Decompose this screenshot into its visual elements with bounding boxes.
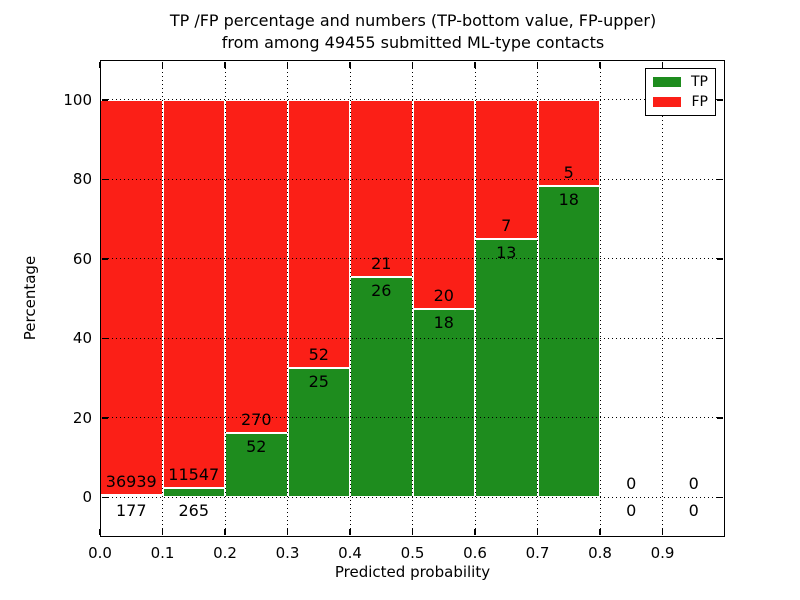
fp-count-label: 5 (563, 163, 574, 183)
x-tick-top (536, 61, 539, 68)
fp-legend-swatch (653, 97, 681, 107)
x-tick-top (224, 61, 226, 68)
fp-count-label: 36939 (105, 472, 157, 492)
tp-legend-swatch (653, 77, 681, 87)
y-tick-right (716, 417, 723, 419)
x-tick-label: 0.6 (463, 544, 487, 562)
fp-bar-segment (225, 99, 288, 434)
x-tick-bottom (224, 528, 226, 535)
x-axis-label: Predicted probability (334, 563, 491, 581)
x-tick-top (661, 61, 664, 68)
x-tick-bottom (286, 528, 289, 535)
fp-bar-segment (350, 99, 413, 278)
y-tick-right (716, 99, 723, 101)
y-tick-left (101, 258, 108, 260)
x-tick-label: 0.9 (650, 544, 675, 562)
fp-count-label: 52 (308, 345, 329, 365)
y-tick-right (716, 178, 723, 180)
y-tick-label: 100 (63, 90, 92, 109)
tp-count-label: 0 (626, 501, 637, 521)
x-tick-top (349, 61, 351, 68)
fp-count-label: 7 (501, 215, 512, 235)
fp-count-label: 0 (626, 474, 637, 494)
legend-item-fp: FP (653, 95, 708, 109)
tp-count-label: 52 (246, 437, 267, 457)
y-tick-right (716, 258, 723, 260)
tp-count-label: 265 (178, 501, 210, 521)
x-tick-bottom (474, 528, 476, 535)
y-tick-left (101, 417, 108, 419)
x-tick-label: 0.3 (275, 544, 300, 562)
legend: TP FP (645, 68, 716, 116)
tp-legend-label: TP (691, 74, 708, 90)
fp-count-label: 20 (433, 285, 454, 305)
tp-count-label: 13 (496, 242, 517, 262)
x-tick-bottom (161, 528, 164, 535)
x-tick-bottom (349, 528, 351, 535)
tp-count-label: 177 (115, 501, 147, 521)
x-tick-label: 0.4 (338, 544, 362, 562)
fp-legend-label: FP (691, 94, 709, 110)
fp-count-label: 11547 (168, 465, 220, 485)
chart-title-line2: from among 49455 submitted ML-type conta… (221, 33, 605, 52)
x-tick-top (411, 61, 414, 68)
x-tick-bottom (536, 528, 539, 535)
y-tick-label: 0 (82, 488, 92, 507)
fp-bar-segment (412, 99, 475, 309)
tp-count-label: 18 (558, 190, 579, 210)
tp-bar-segment (475, 238, 538, 498)
fp-bar-segment (475, 99, 538, 239)
chart-title-line1: TP /FP percentage and numbers (TP-bottom… (169, 11, 657, 30)
x-tick-top (99, 61, 101, 68)
tp-bar-segment (100, 495, 163, 498)
x-tick-bottom (99, 528, 101, 535)
fp-count-label: 270 (240, 410, 272, 430)
tp-count-label: 18 (433, 312, 454, 332)
y-axis-label: Percentage (21, 255, 39, 341)
y-tick-left (101, 496, 108, 498)
x-tick-label: 0.8 (588, 544, 612, 562)
legend-item-tp: TP (653, 75, 708, 89)
chart-title: TP /FP percentage and numbers (TP-bottom… (88, 10, 738, 54)
fp-bar-segment (287, 99, 350, 369)
y-tick-left (101, 178, 108, 180)
y-tick-right (716, 496, 723, 498)
fp-count-label: 21 (371, 254, 392, 274)
x-tick-label: 0.1 (150, 544, 175, 562)
x-tick-label: 0.5 (400, 544, 425, 562)
y-tick-left (101, 99, 108, 101)
x-tick-top (161, 61, 164, 68)
tp-count-label: 25 (308, 372, 329, 392)
tp-bar-segment (287, 368, 350, 498)
fp-bar-segment (100, 99, 163, 496)
y-tick-left (101, 337, 108, 339)
x-tick-bottom (411, 528, 414, 535)
y-tick-label: 80 (72, 170, 92, 189)
x-tick-label: 0.7 (525, 544, 550, 562)
fp-count-label: 0 (688, 474, 699, 494)
x-tick-top (474, 61, 476, 68)
tp-count-label: 0 (688, 501, 699, 521)
tp-bar-segment (412, 308, 475, 498)
y-tick-label: 20 (72, 408, 92, 427)
vertical-gridline (662, 60, 663, 537)
y-tick-right (716, 337, 723, 339)
tp-count-label: 26 (371, 281, 392, 301)
fp-bar-segment (162, 99, 225, 489)
x-tick-top (286, 61, 289, 68)
x-tick-label: 0.0 (88, 544, 112, 562)
x-tick-top (599, 61, 601, 68)
x-tick-bottom (599, 528, 601, 535)
x-tick-bottom (661, 528, 664, 535)
y-tick-label: 60 (72, 249, 92, 268)
y-tick-label: 40 (72, 329, 92, 348)
x-tick-label: 0.2 (213, 544, 237, 562)
